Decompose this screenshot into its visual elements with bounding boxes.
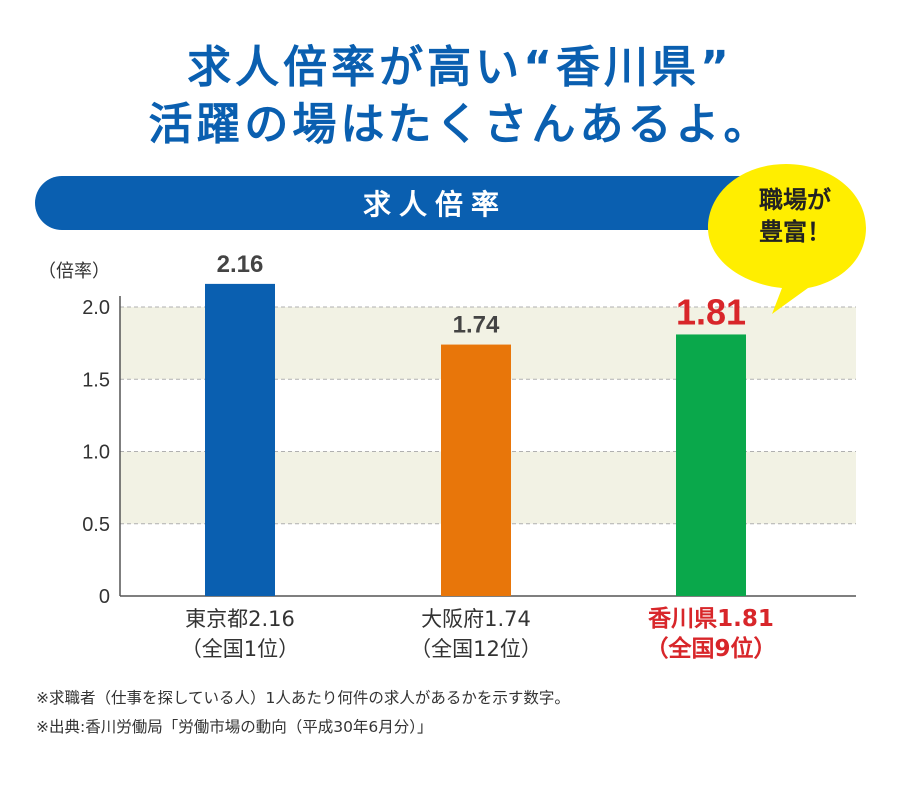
footnote-source: ※出典:香川労働局「労働市場の動向（平成30年6月分）」 (36, 718, 433, 736)
headline-line-1: 求人倍率が高い“香川県” (187, 42, 733, 93)
speech-bubble (708, 164, 866, 314)
footnote-definition: ※求職者（仕事を探している人）1人あたり何件の求人があるかを示す数字。 (36, 689, 570, 707)
speech-bubble-text: 職場が 豊富！ (740, 184, 850, 248)
category-label: 大阪府1.74 (421, 607, 531, 631)
bar (441, 344, 511, 596)
bar-value-label: 2.16 (217, 251, 264, 278)
y-tick-label: 1.5 (82, 369, 110, 391)
bar-value-label: 1.81 (676, 291, 746, 332)
chart-title: 求人倍率 (362, 188, 507, 221)
bar (205, 283, 275, 596)
bar (676, 334, 746, 596)
speech-bubble-shape (708, 164, 866, 314)
chart-title-banner: 求人倍率 (35, 176, 835, 230)
category-label: 香川県1.81 (648, 606, 774, 632)
y-tick-label: 0.5 (82, 514, 110, 536)
y-axis-label: （倍率） (38, 261, 110, 282)
speech-bubble-line-1: 職場が (759, 186, 831, 214)
category-rank-label: （全国1位） (181, 637, 299, 660)
bar-chart: 0 0.5 1.0 1.5 2.0 （倍率） 2.16 東京都2.16 （全国1位） 1.74 大阪… (38, 251, 856, 660)
category-label: 東京都2.16 (185, 607, 295, 631)
headline-line-2: 活躍の場はたくさんあるよ。 (148, 99, 772, 150)
speech-bubble-line-2: 豊富！ (759, 218, 831, 246)
y-tick-label: 1.0 (82, 442, 110, 464)
category-rank-label: （全国12位） (410, 637, 542, 660)
y-tick-label: 0 (99, 586, 110, 608)
category-rank-label: （全国9位） (645, 635, 776, 660)
bar-value-label: 1.74 (453, 312, 500, 339)
y-tick-label: 2.0 (82, 297, 110, 319)
